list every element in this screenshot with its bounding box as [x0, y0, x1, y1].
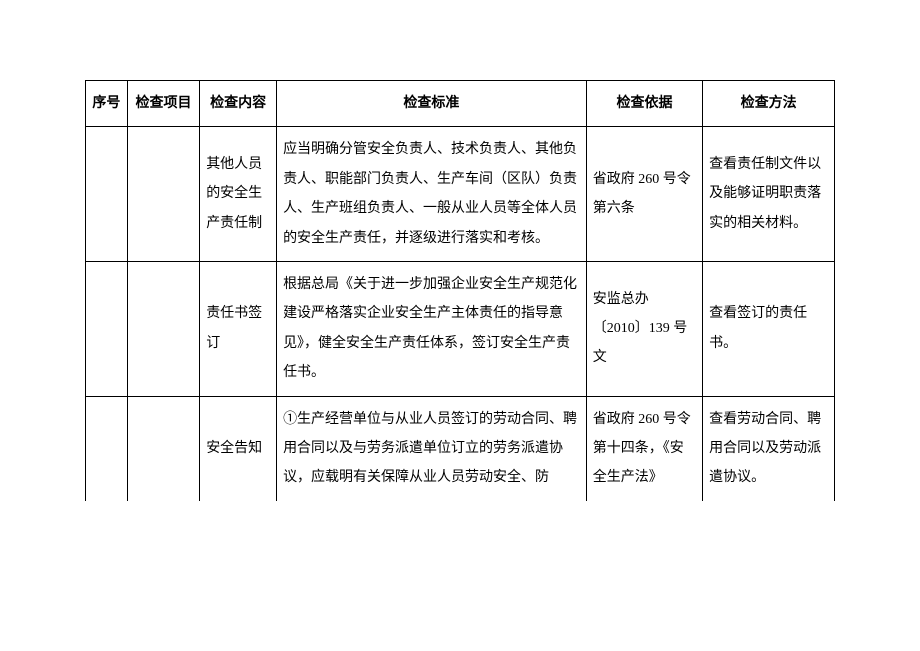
cell-item — [127, 396, 199, 501]
cell-seq — [86, 261, 128, 396]
cell-basis: 省政府 260 号令第十四条，《安全生产法》 — [586, 396, 702, 501]
cell-item — [127, 261, 199, 396]
header-seq: 序号 — [86, 81, 128, 127]
cell-standard: 根据总局《关于进一步加强企业安全生产规范化建设严格落实企业安全生产主体责任的指导… — [277, 261, 587, 396]
cell-basis: 安监总办〔2010〕139 号文 — [586, 261, 702, 396]
cell-content: 安全告知 — [200, 396, 277, 501]
cell-method: 查看劳动合同、聘用合同以及劳动派遣协议。 — [703, 396, 835, 501]
inspection-table: 序号 检查项目 检查内容 检查标准 检查依据 检查方法 其他人员的安全生产责任制… — [85, 80, 835, 501]
header-method: 检查方法 — [703, 81, 835, 127]
cell-method: 查看签订的责任书。 — [703, 261, 835, 396]
cell-method: 查看责任制文件以及能够证明职责落实的相关材料。 — [703, 127, 835, 262]
header-standard: 检查标准 — [277, 81, 587, 127]
cell-content: 其他人员的安全生产责任制 — [200, 127, 277, 262]
cell-seq — [86, 127, 128, 262]
table-header-row: 序号 检查项目 检查内容 检查标准 检查依据 检查方法 — [86, 81, 835, 127]
table-row: 安全告知 ①生产经营单位与从业人员签订的劳动合同、聘用合同以及与劳务派遣单位订立… — [86, 396, 835, 501]
cell-content: 责任书签订 — [200, 261, 277, 396]
cell-standard: ①生产经营单位与从业人员签订的劳动合同、聘用合同以及与劳务派遣单位订立的劳务派遣… — [277, 396, 587, 501]
header-basis: 检查依据 — [586, 81, 702, 127]
table-row: 责任书签订 根据总局《关于进一步加强企业安全生产规范化建设严格落实企业安全生产主… — [86, 261, 835, 396]
cell-seq — [86, 396, 128, 501]
cell-item — [127, 127, 199, 262]
cell-standard: 应当明确分管安全负责人、技术负责人、其他负责人、职能部门负责人、生产车间（区队）… — [277, 127, 587, 262]
header-item: 检查项目 — [127, 81, 199, 127]
table-row: 其他人员的安全生产责任制 应当明确分管安全负责人、技术负责人、其他负责人、职能部… — [86, 127, 835, 262]
cell-basis: 省政府 260 号令第六条 — [586, 127, 702, 262]
header-content: 检查内容 — [200, 81, 277, 127]
